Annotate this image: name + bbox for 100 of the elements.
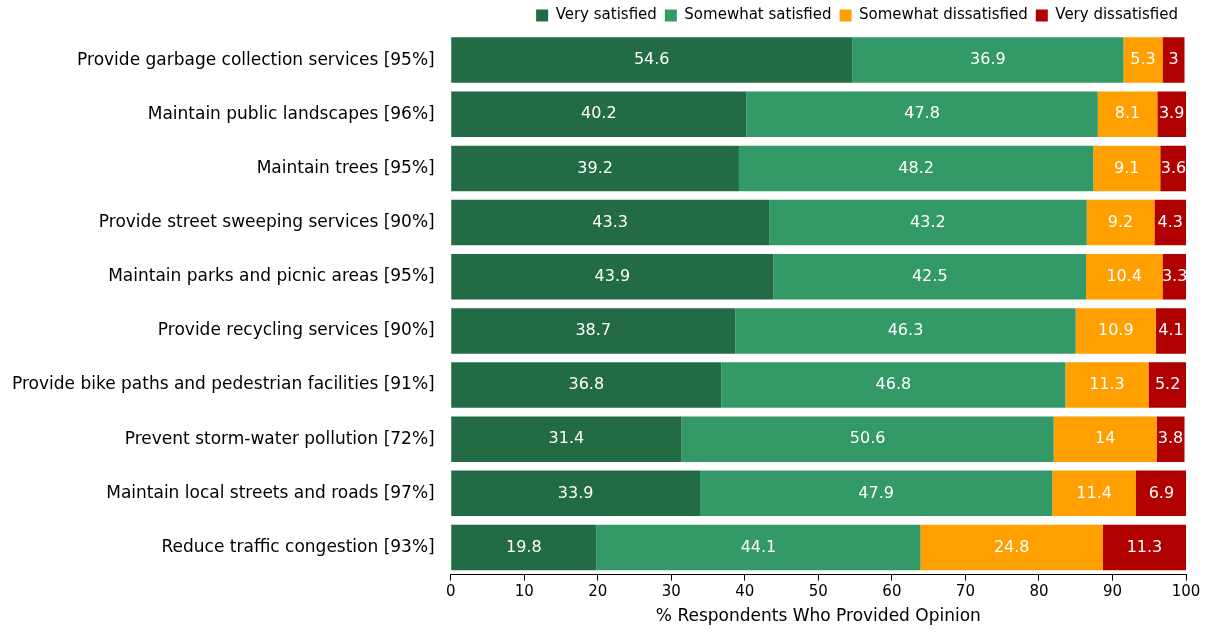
data-label: 10.4 [1106, 265, 1143, 285]
bar [1123, 37, 1163, 83]
y-tick-label: Provide street sweeping services [90%] [98, 210, 435, 231]
x-tick-label: 50 [808, 582, 828, 601]
bar [1136, 470, 1186, 517]
data-label: 3.3 [1161, 265, 1188, 285]
bar [746, 91, 1098, 137]
legend-label: Very dissatisfied [1055, 5, 1179, 24]
data-label: 4.1 [1158, 320, 1184, 340]
bar [721, 362, 1066, 408]
data-label: 24.8 [993, 536, 1030, 556]
bar [681, 416, 1054, 462]
data-label: 14 [1094, 428, 1116, 448]
bar [451, 308, 736, 354]
bar [852, 37, 1124, 83]
x-tick-label: 0 [445, 582, 456, 601]
data-label: 47.9 [858, 482, 894, 502]
data-label: 47.8 [904, 103, 940, 123]
data-label: 6.9 [1148, 482, 1175, 502]
bar [1162, 253, 1186, 300]
x-axis-title: % Respondents Who Provided Opinion [655, 605, 981, 626]
bar [451, 199, 770, 246]
data-label: 4.3 [1157, 211, 1183, 231]
data-label: 11.4 [1076, 482, 1112, 502]
y-tick-label: Reduce traffic congestion [93%] [161, 535, 435, 556]
legend-label: Very satisfied [555, 5, 657, 24]
data-label: 3 [1168, 49, 1179, 69]
data-label: 54.6 [633, 49, 670, 69]
data-label: 31.4 [548, 428, 585, 448]
data-label: 43.9 [594, 265, 631, 285]
x-tick-label: 20 [588, 582, 608, 601]
y-tick-label: Maintain trees [95%] [256, 156, 435, 177]
data-label: 9.1 [1114, 157, 1140, 177]
data-label: 46.3 [887, 320, 924, 340]
bar [451, 253, 774, 300]
data-label: 36.8 [568, 374, 605, 394]
bar [1052, 470, 1136, 517]
x-tick-label: 40 [735, 582, 755, 601]
bar [1075, 308, 1156, 354]
data-label: 10.9 [1097, 320, 1134, 340]
bar [451, 145, 739, 192]
data-label: 43.3 [592, 211, 628, 231]
y-tick-label: Provide bike paths and pedestrian facilities [91%] [11, 373, 435, 394]
x-tick-label: 10 [514, 582, 534, 601]
data-label: 33.9 [557, 482, 594, 502]
bar [1162, 37, 1185, 83]
data-label: 48.2 [898, 157, 934, 177]
bar [1053, 416, 1157, 462]
x-tick-label: 60 [882, 582, 902, 601]
x-tick-label: 70 [955, 582, 975, 601]
bar [1097, 91, 1158, 137]
bar [1155, 308, 1186, 354]
data-label: 9.2 [1107, 211, 1134, 231]
legend-label: Somewhat dissatisfied [859, 5, 1028, 24]
bar [451, 416, 682, 462]
x-tick-label: 90 [1102, 582, 1123, 601]
bar [699, 470, 1053, 517]
data-label: 11.3 [1126, 536, 1163, 556]
y-tick-label: Maintain local streets and roads [97%] [106, 481, 435, 502]
bar [735, 308, 1076, 354]
data-label: 46.8 [875, 374, 912, 394]
bar [1086, 253, 1163, 300]
data-label: 3.8 [1157, 428, 1184, 448]
y-tick-label: Prevent storm-water pollution [72%] [124, 427, 435, 448]
bar [596, 524, 921, 571]
bar [920, 524, 1103, 571]
bar [1086, 199, 1155, 246]
bar [1102, 524, 1186, 571]
bar [738, 145, 1094, 192]
data-label: 11.3 [1089, 374, 1125, 394]
bar [451, 37, 853, 83]
y-tick-label: Provide garbage collection services [95%] [77, 48, 435, 69]
bar [1148, 362, 1186, 408]
bar [451, 470, 700, 517]
y-tick-label: Maintain parks and picnic areas [95%] [108, 265, 435, 286]
bar [451, 91, 747, 137]
y-tick-label: Maintain public landscapes [96%] [147, 102, 435, 123]
x-tick-label: 30 [661, 582, 681, 601]
x-tick-label: 100 [1171, 582, 1201, 601]
data-label: 43.2 [910, 211, 946, 231]
data-label: 40.2 [580, 103, 617, 123]
data-label: 5.3 [1130, 49, 1156, 69]
data-label: 5.2 [1154, 374, 1181, 394]
data-label: 44.1 [740, 536, 777, 556]
bar [1156, 416, 1185, 462]
bar [773, 253, 1086, 300]
data-label: 36.9 [970, 49, 1006, 69]
data-label: 3.6 [1160, 157, 1187, 177]
data-label: 38.7 [575, 320, 612, 340]
y-tick-label: Provide recycling services [90%] [157, 319, 435, 340]
data-label: 8.1 [1114, 103, 1141, 123]
legend-label: Somewhat satisfied [684, 5, 832, 24]
bar [1154, 199, 1186, 246]
bar [1157, 91, 1186, 137]
data-label: 50.6 [849, 428, 886, 448]
bar [769, 199, 1087, 246]
data-label: 42.5 [911, 265, 948, 285]
bar [1093, 145, 1161, 192]
bar [451, 362, 722, 408]
data-label: 3.9 [1158, 103, 1185, 123]
